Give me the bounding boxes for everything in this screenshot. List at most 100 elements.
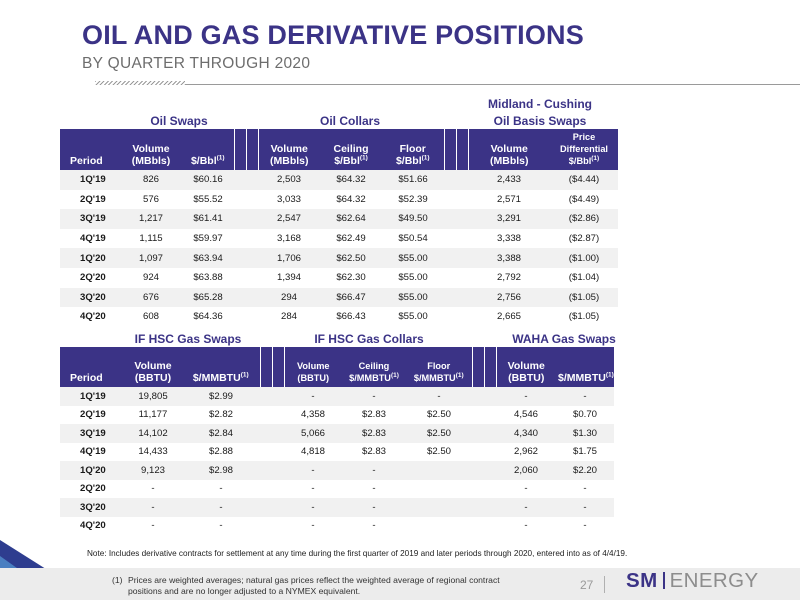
- cell-period: 1Q'20: [60, 248, 120, 268]
- cell-swap-price: $59.97: [182, 228, 234, 249]
- footnote-line-1: Prices are weighted averages; natural ga…: [128, 575, 500, 585]
- cell-swap-vol: 576: [120, 189, 182, 210]
- column-divider: [272, 405, 284, 424]
- cell-ceiling: $62.50: [320, 248, 382, 268]
- col-basis-differential: Price Differential $/Bbl(1): [550, 129, 618, 170]
- cell-swap-vol: 826: [120, 170, 182, 190]
- col-swap-price: $/MMBTU(1): [182, 347, 260, 387]
- logo-sm-text: SM: [626, 569, 658, 592]
- cell-ceiling: $62.64: [320, 209, 382, 229]
- waha-swaps-title: WAHA Gas Swaps: [512, 332, 616, 346]
- cell-waha-price: -: [556, 479, 614, 498]
- cell-basis-vol: 3,388: [468, 248, 550, 268]
- column-divider: [456, 307, 468, 327]
- cell-swap-price: $2.82: [182, 405, 260, 424]
- cell-floor: $50.54: [382, 228, 444, 249]
- column-divider: [260, 461, 272, 480]
- cell-swap-vol: 608: [120, 307, 182, 327]
- column-divider: [246, 287, 258, 308]
- cell-collar-vol: 294: [258, 287, 320, 308]
- cell-waha-vol: 2,962: [496, 442, 556, 461]
- column-divider: [456, 287, 468, 308]
- column-divider: [272, 424, 284, 443]
- cell-basis-vol: 2,756: [468, 287, 550, 308]
- table-row: 2Q'19 11,177 $2.82 4,358 $2.83 $2.50 4,546 $0.7…: [60, 405, 614, 424]
- cell-waha-price: $1.30: [556, 424, 614, 443]
- cell-ceiling: $66.43: [320, 307, 382, 327]
- cell-waha-price: -: [556, 516, 614, 535]
- table-row: 3Q'20 676 $65.28 294 $66.47 $55.00 2,756 ($1.05…: [60, 287, 618, 308]
- col-period: Period: [60, 347, 124, 387]
- column-divider: [484, 479, 496, 498]
- column-divider: [234, 228, 246, 249]
- col-collar-volume: Volume (BBTU): [284, 347, 342, 387]
- col-waha-price: $/MMBTU(1): [556, 347, 614, 387]
- column-divider: [246, 307, 258, 327]
- column-divider: [472, 461, 484, 480]
- cell-basis-vol: 2,433: [468, 170, 550, 190]
- oil-swaps-title: Oil Swaps: [150, 114, 208, 128]
- column-divider: [484, 442, 496, 461]
- column-divider: [246, 209, 258, 229]
- column-divider: [472, 479, 484, 498]
- cell-collar-vol: 284: [258, 307, 320, 327]
- cell-swap-vol: -: [124, 498, 182, 517]
- column-divider: [260, 442, 272, 461]
- cell-floor: $55.00: [382, 267, 444, 288]
- cell-swap-price: $2.99: [182, 387, 260, 406]
- cell-swap-vol: 1,217: [120, 209, 182, 229]
- cell-waha-vol: -: [496, 387, 556, 406]
- table-row: 1Q'19 826 $60.16 2,503 $64.32 $51.66 2,433 ($4.…: [60, 170, 618, 190]
- cell-floor: $55.00: [382, 307, 444, 327]
- cell-diff: ($2.86): [550, 209, 618, 229]
- col-collar-ceiling: Ceiling $/Bbl(1): [320, 129, 382, 170]
- cell-collar-vol: -: [284, 498, 342, 517]
- cell-waha-vol: -: [496, 516, 556, 535]
- logo-bar: [662, 572, 665, 589]
- cell-floor: $49.50: [382, 209, 444, 229]
- gas-derivatives-table: Period Volume (BBTU) $/MMBTU(1) Volume (BB…: [60, 347, 614, 535]
- cell-period: 1Q'19: [60, 170, 120, 190]
- cell-diff: ($4.44): [550, 170, 618, 190]
- column-divider: [272, 498, 284, 517]
- column-divider: [472, 387, 484, 406]
- cell-period: 3Q'20: [60, 498, 124, 517]
- col-period: Period: [60, 129, 120, 170]
- column-divider: [246, 189, 258, 210]
- column-divider: [472, 516, 484, 535]
- cell-ceiling: $2.83: [342, 405, 406, 424]
- cell-basis-vol: 3,291: [468, 209, 550, 229]
- cell-waha-price: -: [556, 498, 614, 517]
- column-divider: [260, 424, 272, 443]
- cell-period: 3Q'19: [60, 209, 120, 229]
- cell-ceiling: $2.83: [342, 424, 406, 443]
- cell-diff: ($2.87): [550, 228, 618, 249]
- cell-period: 2Q'19: [60, 405, 124, 424]
- column-divider: [483, 347, 497, 387]
- cell-floor: $55.00: [382, 287, 444, 308]
- cell-ceiling: -: [342, 516, 406, 535]
- column-divider: [456, 248, 468, 268]
- title-rule: [185, 84, 800, 85]
- column-divider: [234, 287, 246, 308]
- column-divider: [271, 347, 285, 387]
- oil-basis-title-line2: Oil Basis Swaps: [493, 114, 587, 128]
- oil-derivatives-table: Period Volume (MBbls) $/Bbl(1) Volume (MBb…: [60, 129, 618, 327]
- column-divider: [234, 189, 246, 210]
- cell-diff: ($4.49): [550, 189, 618, 210]
- table-row: 4Q'19 14,433 $2.88 4,818 $2.83 $2.50 2,962 $1.7…: [60, 442, 614, 461]
- page-title: OIL AND GAS DERIVATIVE POSITIONS: [82, 20, 584, 50]
- cell-basis-vol: 2,665: [468, 307, 550, 327]
- cell-diff: ($1.00): [550, 248, 618, 268]
- column-divider: [472, 405, 484, 424]
- cell-floor: $2.50: [406, 405, 472, 424]
- cell-collar-vol: -: [284, 387, 342, 406]
- cell-swap-price: -: [182, 479, 260, 498]
- column-divider: [443, 129, 457, 170]
- cell-swap-vol: 14,433: [124, 442, 182, 461]
- cell-swap-vol: 1,097: [120, 248, 182, 268]
- cell-swap-vol: 676: [120, 287, 182, 308]
- cell-collar-vol: -: [284, 461, 342, 480]
- if-hsc-swaps-title: IF HSC Gas Swaps: [134, 332, 242, 346]
- column-divider: [456, 267, 468, 288]
